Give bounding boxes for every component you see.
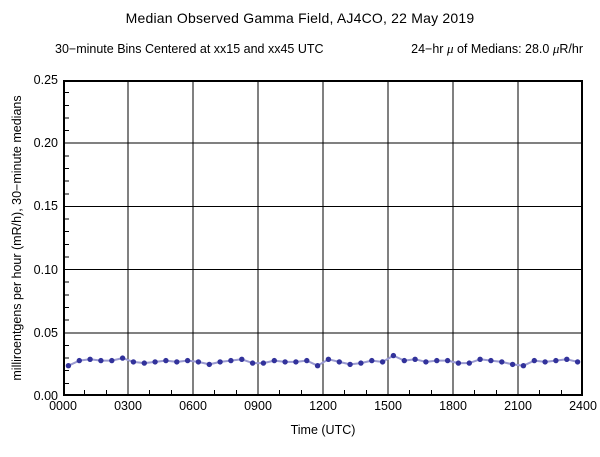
x-tick-label: 0900 bbox=[244, 399, 272, 413]
subtitle-mean-note: 24−hr μ of Medians: 28.0 μR/hr bbox=[411, 41, 583, 57]
data-point bbox=[423, 359, 429, 365]
mu-symbol: μ bbox=[552, 41, 560, 56]
data-point bbox=[271, 357, 277, 364]
data-point bbox=[347, 361, 353, 368]
data-point bbox=[390, 352, 397, 359]
data-point bbox=[401, 357, 407, 364]
data-point bbox=[141, 360, 147, 366]
data-point bbox=[282, 359, 288, 365]
data-point bbox=[184, 357, 191, 364]
y-tick-label: 0.00 bbox=[33, 389, 58, 403]
y-tick-label: 0.05 bbox=[33, 325, 58, 340]
data-point bbox=[98, 357, 104, 364]
x-tick-label: 2100 bbox=[504, 399, 532, 413]
data-point bbox=[293, 359, 299, 365]
y-tick-label: 0.10 bbox=[33, 262, 58, 277]
subtitle-mean-prefix: 24−hr bbox=[411, 42, 447, 56]
x-tick-label: 1800 bbox=[439, 399, 467, 413]
data-point bbox=[477, 356, 483, 362]
data-point bbox=[358, 360, 364, 366]
y-axis-title: milliroentgens per hour (mR/h), 30−minut… bbox=[10, 95, 24, 381]
data-point bbox=[444, 357, 451, 364]
data-point bbox=[379, 359, 386, 365]
data-point bbox=[239, 356, 245, 362]
data-point bbox=[87, 356, 93, 362]
data-point bbox=[336, 359, 342, 365]
data-point bbox=[260, 360, 267, 366]
data-point bbox=[130, 359, 137, 365]
data-point bbox=[304, 357, 310, 364]
data-point bbox=[325, 356, 332, 362]
data-point bbox=[531, 357, 537, 364]
data-point bbox=[249, 360, 256, 366]
chart-title: Median Observed Gamma Field, AJ4CO, 22 M… bbox=[125, 10, 475, 26]
data-point bbox=[119, 355, 126, 361]
subtitle-mean-suffix: R/hr bbox=[559, 42, 583, 56]
y-tick-label: 0.25 bbox=[33, 73, 58, 87]
plot-svg bbox=[63, 80, 583, 396]
data-point bbox=[564, 356, 570, 362]
data-point bbox=[434, 357, 440, 364]
x-tick-label: 0000 bbox=[49, 399, 77, 413]
plot-area bbox=[63, 80, 583, 396]
data-point bbox=[542, 359, 548, 365]
data-point bbox=[499, 359, 505, 365]
plot-border bbox=[63, 80, 583, 396]
data-point bbox=[553, 357, 559, 364]
data-point bbox=[206, 361, 212, 368]
mu-symbol: μ bbox=[446, 41, 454, 56]
subtitle-mean-mid: of Medians: 28.0 bbox=[453, 42, 553, 56]
data-point bbox=[314, 363, 321, 369]
data-point bbox=[574, 359, 581, 365]
data-point bbox=[509, 361, 516, 368]
data-point bbox=[163, 357, 169, 364]
data-point bbox=[369, 357, 375, 364]
data-point bbox=[520, 363, 527, 369]
y-tick-label: 0.15 bbox=[33, 199, 58, 214]
subtitle-bins-note: 30−minute Bins Centered at xx15 and xx45… bbox=[55, 42, 324, 56]
x-tick-label: 0300 bbox=[114, 399, 142, 413]
data-point bbox=[76, 357, 82, 364]
x-tick-label: 0600 bbox=[179, 399, 207, 413]
data-point bbox=[412, 356, 418, 362]
x-tick-label: 1200 bbox=[309, 399, 337, 413]
chart-subtitle: 30−minute Bins Centered at xx15 and xx45… bbox=[55, 41, 583, 57]
data-point bbox=[109, 357, 115, 364]
data-point bbox=[228, 357, 234, 364]
x-tick-label: 1500 bbox=[374, 399, 402, 413]
data-point bbox=[455, 360, 462, 366]
data-point bbox=[195, 359, 202, 365]
data-point bbox=[488, 357, 494, 364]
data-point bbox=[174, 359, 180, 365]
x-axis-title: Time (UTC) bbox=[290, 423, 356, 437]
x-tick-label: 2400 bbox=[569, 399, 597, 413]
y-tick-label: 0.20 bbox=[33, 136, 58, 151]
data-point bbox=[466, 360, 472, 366]
data-point bbox=[152, 359, 158, 365]
data-point bbox=[217, 359, 223, 365]
data-point bbox=[65, 363, 72, 369]
